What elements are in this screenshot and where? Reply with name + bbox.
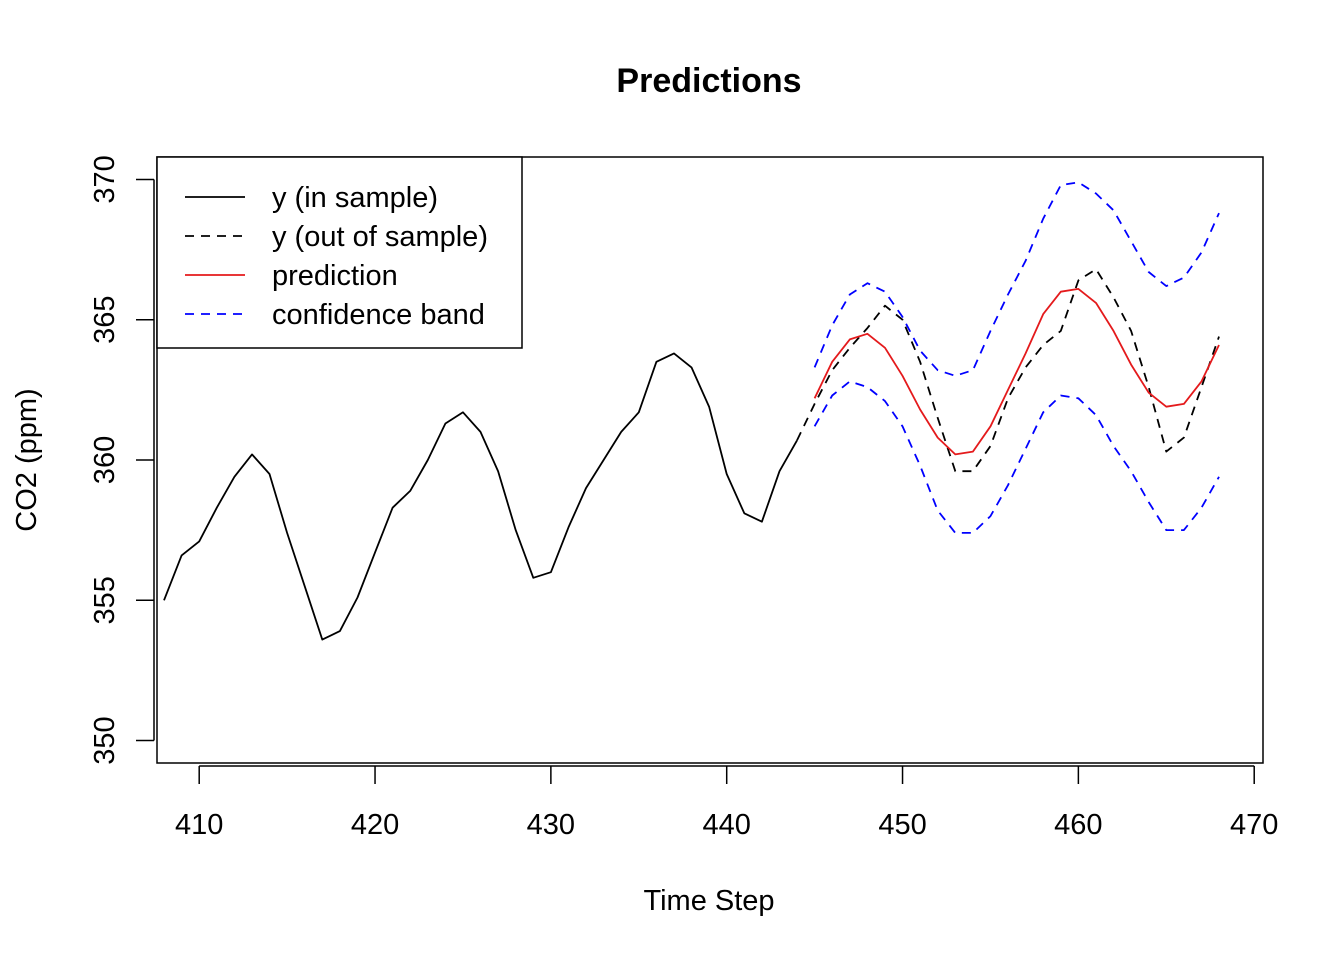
series-line-confidence-band-3 <box>813 181 1220 377</box>
x-axis: 410 420 430 440 450 460 470 <box>175 765 1278 841</box>
plot-frame <box>156 156 1264 764</box>
y-tick-label: 350 <box>89 716 121 764</box>
y-axis-label: CO2 (ppm) <box>11 388 43 531</box>
x-tick-label: 420 <box>351 809 399 841</box>
x-tick-label: 430 <box>527 809 575 841</box>
y-tick-label: 370 <box>89 155 121 203</box>
series-line-prediction-2 <box>813 287 1220 456</box>
x-tick-label: 460 <box>1054 809 1102 841</box>
legend-label: y (out of sample) <box>272 221 488 253</box>
legend: y (in sample) y (out of sample) prediction… <box>156 156 523 349</box>
y-axis: 350 355 360 365 370 <box>89 155 155 765</box>
x-axis-label: Time Step <box>643 885 774 917</box>
x-tick-label: 410 <box>175 809 223 841</box>
legend-box <box>156 156 523 349</box>
x-tick-label: 450 <box>878 809 926 841</box>
legend-label: y (in sample) <box>272 182 438 214</box>
series-line-confidence-band-lower-4 <box>813 380 1220 534</box>
series-layer <box>163 181 1220 641</box>
chart-title: Predictions <box>616 62 801 100</box>
legend-label: prediction <box>272 260 398 292</box>
y-tick-label: 365 <box>89 296 121 344</box>
y-tick-label: 360 <box>89 436 121 484</box>
series-line-y-out-of-sample-1 <box>796 268 1220 473</box>
x-tick-label: 440 <box>703 809 751 841</box>
legend-label: confidence band <box>272 299 485 331</box>
y-tick-label: 355 <box>89 576 121 624</box>
x-tick-label: 470 <box>1230 809 1278 841</box>
series-line-y-in-sample-0 <box>163 352 798 641</box>
